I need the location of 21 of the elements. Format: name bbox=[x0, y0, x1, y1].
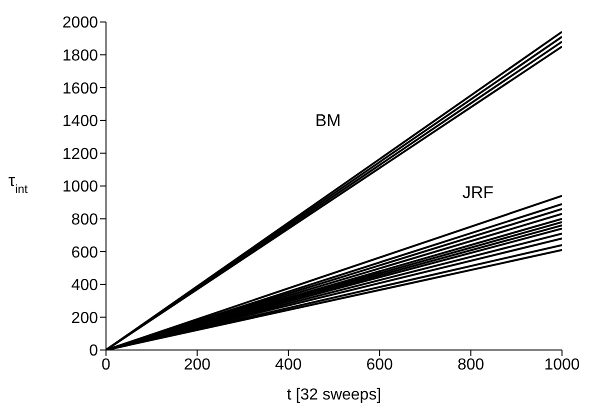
annotation: BM bbox=[315, 111, 341, 130]
y-tick-label: 200 bbox=[71, 310, 98, 327]
y-tick-label: 2000 bbox=[62, 14, 98, 32]
annotation: JRF bbox=[462, 183, 494, 202]
y-tick-label: 1000 bbox=[62, 178, 98, 196]
x-tick-label: 1000 bbox=[544, 356, 580, 374]
y-tick-label: 1600 bbox=[62, 80, 98, 98]
x-tick-label: 600 bbox=[366, 356, 394, 374]
y-tick-label: 1200 bbox=[62, 146, 98, 163]
x-tick-label: 400 bbox=[275, 356, 302, 374]
y-tick-label: 400 bbox=[71, 277, 98, 294]
x-tick-label: 200 bbox=[184, 356, 211, 374]
x-tick-label: 800 bbox=[457, 356, 484, 374]
y-tick-label: 0 bbox=[89, 342, 98, 360]
y-tick-label: 600 bbox=[71, 244, 98, 262]
y-tick-label: 800 bbox=[71, 211, 98, 228]
y-axis-title: τ$_{int}$ bbox=[8, 171, 28, 196]
x-axis-title: t [32 sweeps] bbox=[286, 386, 382, 404]
y-tick-label: 1800 bbox=[62, 47, 98, 64]
y-tick-label: 1400 bbox=[62, 113, 98, 130]
x-tick-label: 0 bbox=[102, 356, 111, 374]
